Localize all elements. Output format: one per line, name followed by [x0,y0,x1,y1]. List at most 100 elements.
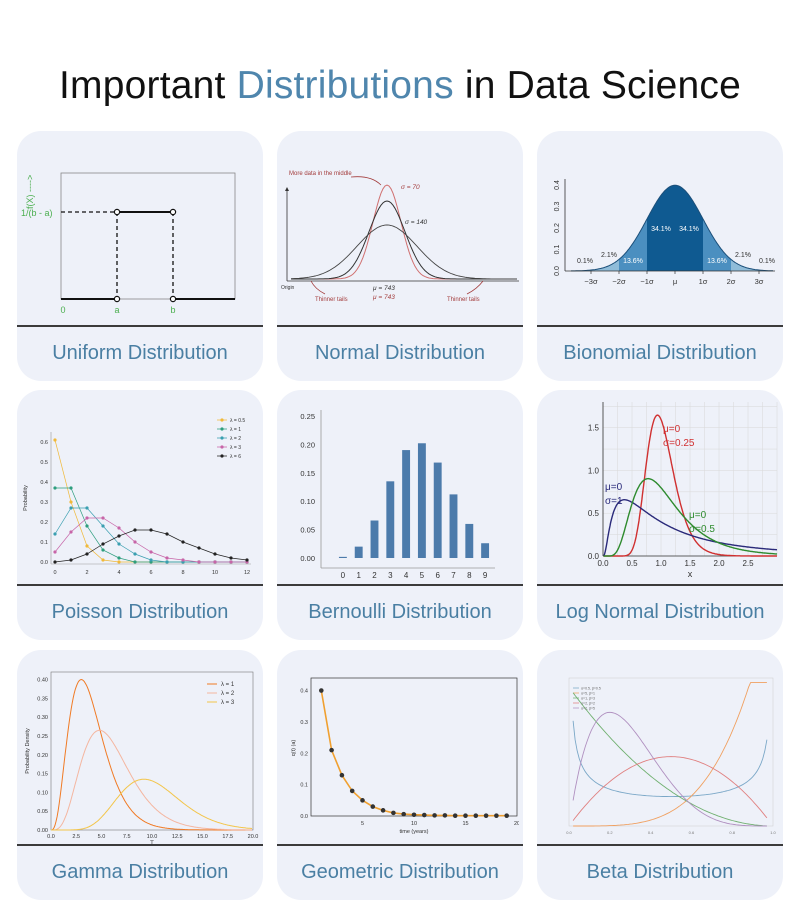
series-point [360,798,365,803]
y-axis-label: Probability [23,485,29,511]
tails-left-label: Thinner tails [315,297,348,303]
card-label[interactable]: Log Normal Distribution [555,601,765,623]
tails-right-label: Thinner tails [447,297,480,303]
series-point [101,524,105,528]
x-tick-label: 20 [514,821,519,827]
y-tick-label: 0.0 [588,552,600,561]
y-tick-label: 0.2 [554,223,561,233]
card-bernoulli[interactable]: 0.00 0.05 0.10 0.15 0.20 0.25 0 1 2 3 4 5 6 7 8 9 Berno… [277,390,523,640]
y-tick-label: 0.00 [300,554,315,563]
x-axis-label: T [150,841,154,844]
series-sigma-label: σ=1 [605,496,623,507]
series-point [117,534,121,538]
series-point [53,486,57,490]
binomial-x-ticks: −3σ −2σ −1σ μ 1σ 2σ 3σ [584,271,764,286]
x-tick-label: 2.5 [742,559,754,568]
series-point [149,528,153,532]
title-part2: in Data Science [464,64,741,107]
series-point [133,560,137,564]
card-geometric[interactable]: 0.0 0.1 0.2 0.3 0.4 5 10 15 20 time (years) q(t) (… [277,650,523,900]
percent-label: 13.6% [623,258,643,265]
y-tick-label: 0.3 [554,202,561,212]
endpoint-a-top [113,208,121,216]
binomial-percent-labels: 0.1% 2.1% 13.6% 34.1% 34.1% 13.6% 2.1% 0.1% [577,226,775,265]
card-label[interactable]: Uniform Distribution [52,342,228,364]
bar [481,543,490,558]
x-tick-label: 0 [341,571,346,580]
card-divider [537,584,783,586]
series-point [101,548,105,552]
series-point [504,813,509,818]
card-divider [17,325,263,327]
series-point [432,813,437,818]
endpoint-b-bottom [169,295,177,303]
series-point [213,560,217,564]
x-tick-label: 20.0 [248,834,259,840]
series-curve [572,711,767,827]
card-label[interactable]: Bionomial Distribution [563,342,757,364]
y-tick-label: 0.4 [40,480,48,486]
gamma-chart: 0.00 0.05 0.10 0.15 0.20 0.25 0.30 0.35 0.40 0.0 2… [25,671,259,844]
series-point [473,813,479,818]
bar [402,450,411,558]
card-poisson[interactable]: Probability 0.0 0.1 0.2 0.3 0.4 0.5 0.6 0 2 4 6 8 10 1… [17,390,263,640]
card-label[interactable]: Geometric Distribution [301,861,499,883]
x-tick-label: 5.0 [98,834,106,840]
y-tick-label: 0.1 [40,540,48,546]
series-point [463,813,468,818]
series-curve [572,692,767,827]
y-tick-label: 0.10 [300,497,315,506]
y-tick-label: 0.1 [300,783,308,789]
card-normal[interactable]: More data in the middle σ = 70 σ = 140 μ… [277,131,523,381]
x-tick-label: 8 [181,570,184,576]
y-tick-label: 0.3 [40,500,48,506]
series-point [69,486,73,490]
plot-frame [568,677,774,827]
bar [417,443,426,558]
card-label[interactable]: Beta Distribution [586,861,734,883]
x-label-0: 0 [60,305,65,315]
series-sigma-label: σ=0.25 [663,438,695,449]
y-tick-label: 0.20 [300,440,315,449]
y-tick-label: 1.0 [588,466,600,475]
series-point [452,813,458,818]
bar [465,523,474,558]
series-line [54,439,247,563]
legend-label: λ = 2 [230,436,241,442]
x-tick-label: 1σ [699,277,708,286]
card-label[interactable]: Normal Distribution [314,342,486,364]
bar [338,556,347,558]
card-label[interactable]: Gamma Distribution [51,861,229,883]
card-binomial[interactable]: 0.0 0.1 0.2 0.3 0.4 −3σ −2σ −1σ μ 1σ 2σ 3σ 0.1% 2.1… [537,131,783,381]
x-tick-label: 1.0 [770,830,776,835]
sigma1-label: σ = 70 [401,184,420,191]
card-label[interactable]: Bernoulli Distribution [308,601,492,623]
x-tick-label: 1 [356,571,361,580]
series-point [117,556,121,560]
card-gamma[interactable]: 0.00 0.05 0.10 0.15 0.20 0.25 0.30 0.35 0.40 0.0 2… [17,650,263,900]
series-point [85,544,89,548]
annot-middle-arrow [350,176,382,186]
series-point [339,772,345,778]
x-tick-label: 0.0 [566,830,572,835]
series-curve [51,729,252,831]
series-point [101,558,105,562]
series-point [165,556,169,560]
x-tick-label: 0.2 [607,830,613,835]
y-axis-arrow-icon [285,187,289,191]
card-uniform[interactable]: f(X) ----> 1/(b - a) 0 a b Uniform Distr… [17,131,263,381]
card-label[interactable]: Poisson Distribution [51,601,229,623]
series-point [53,438,57,442]
card-beta[interactable]: 0.0 0.2 0.4 0.6 0.8 1.0 α=0.5, β=0.5 α=5, β=1 α=… [537,650,783,900]
card-lognormal[interactable]: 0.0 0.5 1.0 1.5 0.0 0.5 1.0 1.5 2.0 2.5 x μ=0 σ=0.25… [537,390,783,640]
plot-frame [310,677,518,817]
series-curve [51,778,253,831]
x-tick-label: 6 [149,570,152,576]
series-point [213,552,217,556]
percent-label: 34.1% [651,226,671,233]
series-sigma-label: σ=0.5 [689,524,715,535]
x-tick-label: 0.5 [626,559,638,568]
series-point [329,747,334,753]
x-tick-label: 2 [372,571,377,580]
card-divider [277,844,523,846]
